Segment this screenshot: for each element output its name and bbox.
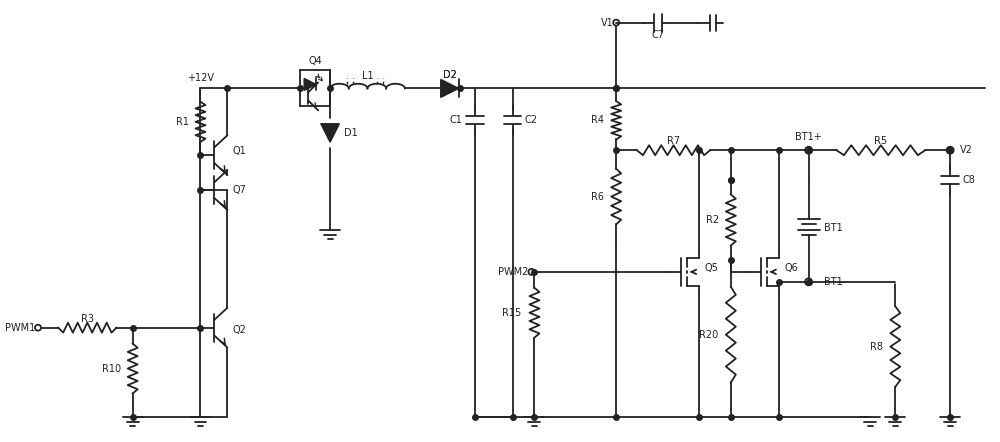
Text: R1: R1: [176, 117, 189, 127]
Text: D2: D2: [443, 70, 457, 80]
Text: PWM1: PWM1: [5, 323, 35, 333]
Text: Q6: Q6: [785, 263, 798, 273]
Polygon shape: [321, 124, 339, 142]
Text: R6: R6: [591, 191, 604, 202]
Text: R15: R15: [502, 308, 521, 318]
Text: R2: R2: [706, 215, 719, 225]
Text: Q7: Q7: [232, 185, 246, 195]
Text: C2: C2: [524, 115, 537, 126]
Text: BT1: BT1: [824, 223, 842, 233]
Text: L1: L1: [362, 72, 373, 81]
Text: +12V: +12V: [187, 73, 214, 84]
Text: R7: R7: [667, 136, 680, 146]
Text: V1: V1: [600, 18, 613, 27]
Text: Q2: Q2: [232, 325, 246, 335]
Text: D1: D1: [344, 128, 358, 138]
Polygon shape: [441, 80, 459, 97]
Text: R8: R8: [870, 342, 883, 351]
Text: BT1+: BT1+: [795, 132, 822, 142]
Text: R3: R3: [81, 314, 94, 324]
Text: Q5: Q5: [705, 263, 719, 273]
Text: V2: V2: [960, 145, 973, 155]
Text: Q1: Q1: [232, 146, 246, 156]
Text: R5: R5: [874, 136, 887, 146]
Text: D2: D2: [443, 70, 457, 80]
Text: PWM2: PWM2: [498, 267, 528, 277]
Text: R4: R4: [591, 115, 604, 126]
Text: C1: C1: [450, 115, 463, 126]
Text: BT1-: BT1-: [824, 277, 846, 287]
Text: Q4: Q4: [308, 56, 322, 65]
Text: C8: C8: [962, 175, 975, 185]
Text: C7: C7: [652, 30, 665, 40]
Polygon shape: [304, 78, 316, 91]
Text: R10: R10: [102, 363, 121, 373]
Text: R20: R20: [699, 330, 718, 339]
